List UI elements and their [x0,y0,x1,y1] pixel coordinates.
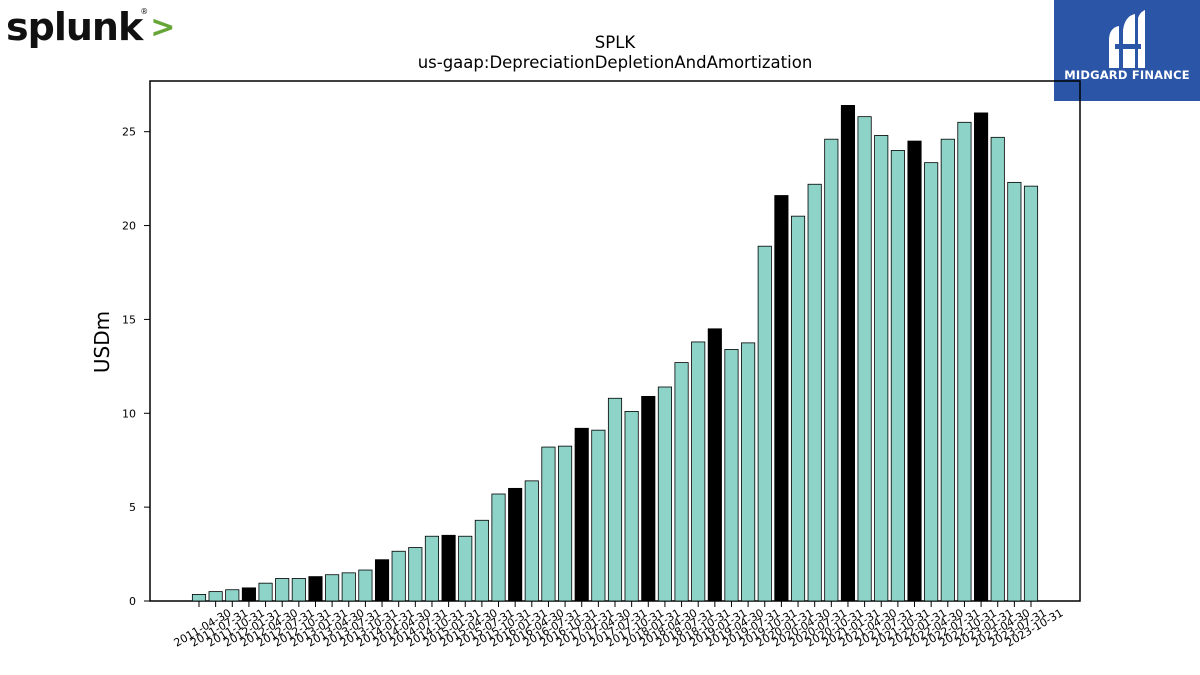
bar [757,245,772,602]
bar [907,140,922,602]
splunk-logo: splunk ® > [6,4,175,50]
midgard-logo-text: MIDGARD FINANCE [1064,68,1190,82]
midgard-mark-icon [1109,10,1145,68]
bar [990,136,1005,602]
bar [974,112,989,602]
bar [474,519,489,602]
bar [291,578,306,602]
bar [624,410,639,602]
bar [707,328,722,602]
bar [341,572,356,602]
splunk-logo-text: splunk [6,5,143,49]
bar [824,138,839,602]
plot-area: 05101520252011-04-302011-07-312011-10-31… [122,80,1081,650]
bar [241,587,256,602]
bar [657,386,672,602]
bar [208,591,223,602]
bar [574,427,589,602]
y-tick-label: 20 [122,220,136,233]
bar [325,574,340,602]
bar [741,342,756,602]
bar [641,395,656,602]
bar [441,534,456,602]
bar [957,121,972,602]
bar [940,138,955,602]
bar [391,550,406,602]
bar [358,569,373,602]
bar [508,487,523,602]
chart-subtitle: us-gaap:DepreciationDepletionAndAmortiza… [418,53,813,72]
bar [225,589,240,602]
bar [874,135,889,602]
bar [275,578,290,602]
splunk-logo-registered: ® [140,6,149,16]
bar [308,576,323,602]
bar [924,162,939,602]
bar [607,397,623,602]
bar [840,105,856,602]
bar [541,446,556,602]
y-tick-label: 25 [122,126,136,139]
bar [1007,181,1022,602]
midgard-finance-logo: MIDGARD FINANCE [1054,0,1200,101]
bar [807,183,822,602]
bar [674,362,689,602]
y-tick-label: 15 [122,313,136,326]
bar [890,150,905,602]
bar [857,116,872,602]
bar [374,559,390,602]
bar [558,445,573,602]
bar [491,493,506,602]
bar [1023,185,1039,602]
y-tick-label: 10 [122,407,136,420]
bar [790,215,806,602]
bar [724,349,739,602]
splunk-logo-chevron: > [150,9,176,45]
bar [591,429,606,602]
bar [424,535,440,602]
bar [524,480,539,602]
bar [691,341,706,602]
bar [258,582,273,602]
y-tick-label: 0 [129,595,136,608]
y-axis-label: USDm [90,311,114,373]
bar [458,535,473,602]
y-tick-label: 5 [129,501,136,514]
bar [774,195,789,602]
chart-title: SPLK [595,33,637,52]
bar [191,594,207,602]
bar [408,547,423,602]
